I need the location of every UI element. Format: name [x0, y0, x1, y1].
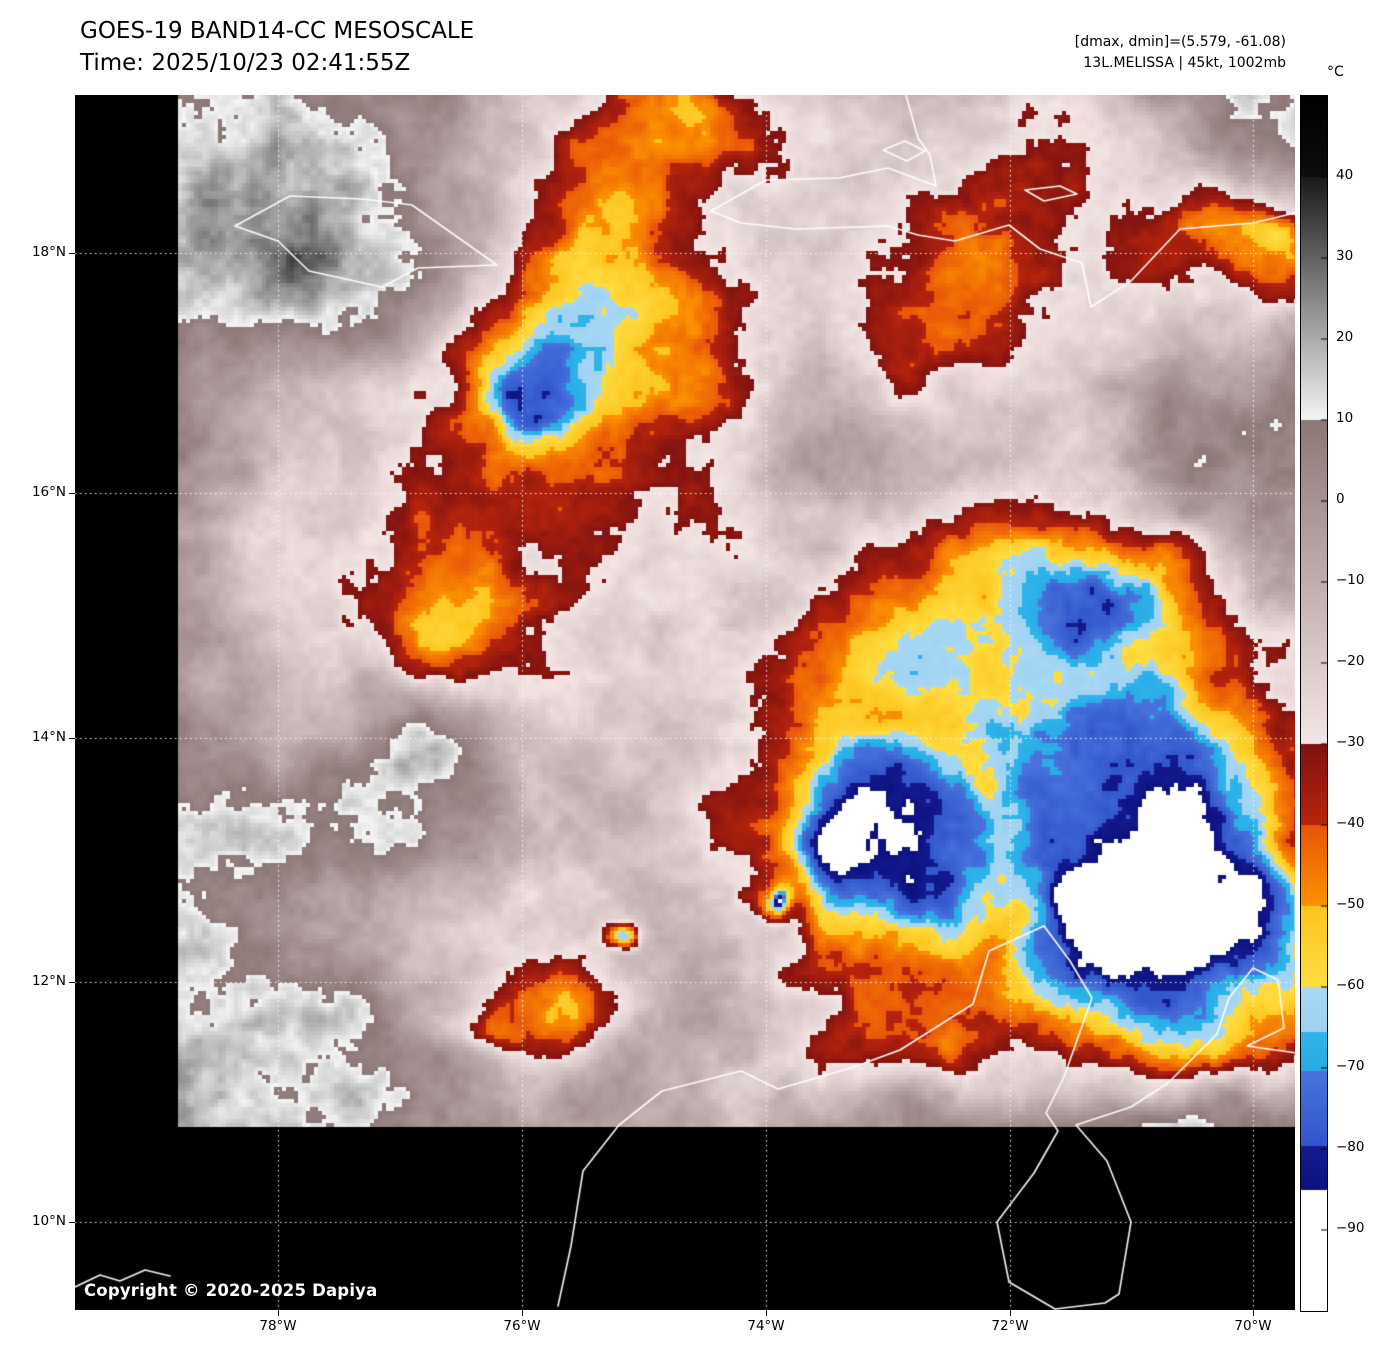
- storm-info-label: 13L.MELISSA | 45kt, 1002mb: [1083, 55, 1286, 71]
- colorbar-tick-label: −20: [1336, 653, 1365, 669]
- colorbar-tick-label: −80: [1336, 1139, 1365, 1155]
- lon-tick-label: 72°W: [991, 1318, 1029, 1334]
- lon-tick-label: 78°W: [259, 1318, 297, 1334]
- lon-tick-label: 76°W: [503, 1318, 541, 1334]
- colorbar-tick-label: −10: [1336, 572, 1365, 588]
- copyright-label: Copyright © 2020-2025 Dapiya: [84, 1281, 378, 1300]
- lat-tick-label: 12°N: [31, 973, 66, 989]
- satellite-canvas: [75, 95, 1295, 1310]
- lat-tick-label: 10°N: [31, 1213, 66, 1229]
- page-title: GOES-19 BAND14-CC MESOSCALE: [80, 18, 475, 44]
- colorbar-tick-label: 0: [1336, 491, 1345, 507]
- lon-tick-label: 70°W: [1234, 1318, 1272, 1334]
- colorbar-tick-label: 30: [1336, 248, 1354, 264]
- axis-tick-mark: [522, 1310, 523, 1316]
- lat-tick-label: 14°N: [31, 729, 66, 745]
- colorbar-tick-label: −70: [1336, 1058, 1365, 1074]
- map-axes: Copyright © 2020-2025 Dapiya: [75, 95, 1295, 1310]
- colorbar-tick-label: −60: [1336, 977, 1365, 993]
- colorbar-tick-label: −50: [1336, 896, 1365, 912]
- colorbar: [1300, 95, 1328, 1312]
- axis-tick-mark: [278, 1310, 279, 1316]
- colorbar-tick-label: 20: [1336, 329, 1354, 345]
- lat-tick-label: 18°N: [31, 244, 66, 260]
- colorbar-tick-label: 10: [1336, 410, 1354, 426]
- axis-tick-mark: [1010, 1310, 1011, 1316]
- timestamp-label: Time: 2025/10/23 02:41:55Z: [80, 50, 411, 76]
- header-stats: [dmax, dmin]=(5.579, -61.08) 13L.MELISSA…: [1075, 32, 1286, 74]
- lat-tick-label: 16°N: [31, 484, 66, 500]
- colorbar-canvas: [1301, 96, 1327, 1311]
- colorbar-tick-label: −40: [1336, 815, 1365, 831]
- colorbar-unit-label: °C: [1327, 64, 1344, 80]
- lon-tick-label: 74°W: [747, 1318, 785, 1334]
- colorbar-tick-label: 40: [1336, 167, 1354, 183]
- colorbar-tick-label: −30: [1336, 734, 1365, 750]
- dmax-dmin-readout: [dmax, dmin]=(5.579, -61.08): [1074, 34, 1286, 50]
- colorbar-tick-label: −90: [1336, 1220, 1365, 1236]
- axis-tick-mark: [1253, 1310, 1254, 1316]
- axis-tick-mark: [766, 1310, 767, 1316]
